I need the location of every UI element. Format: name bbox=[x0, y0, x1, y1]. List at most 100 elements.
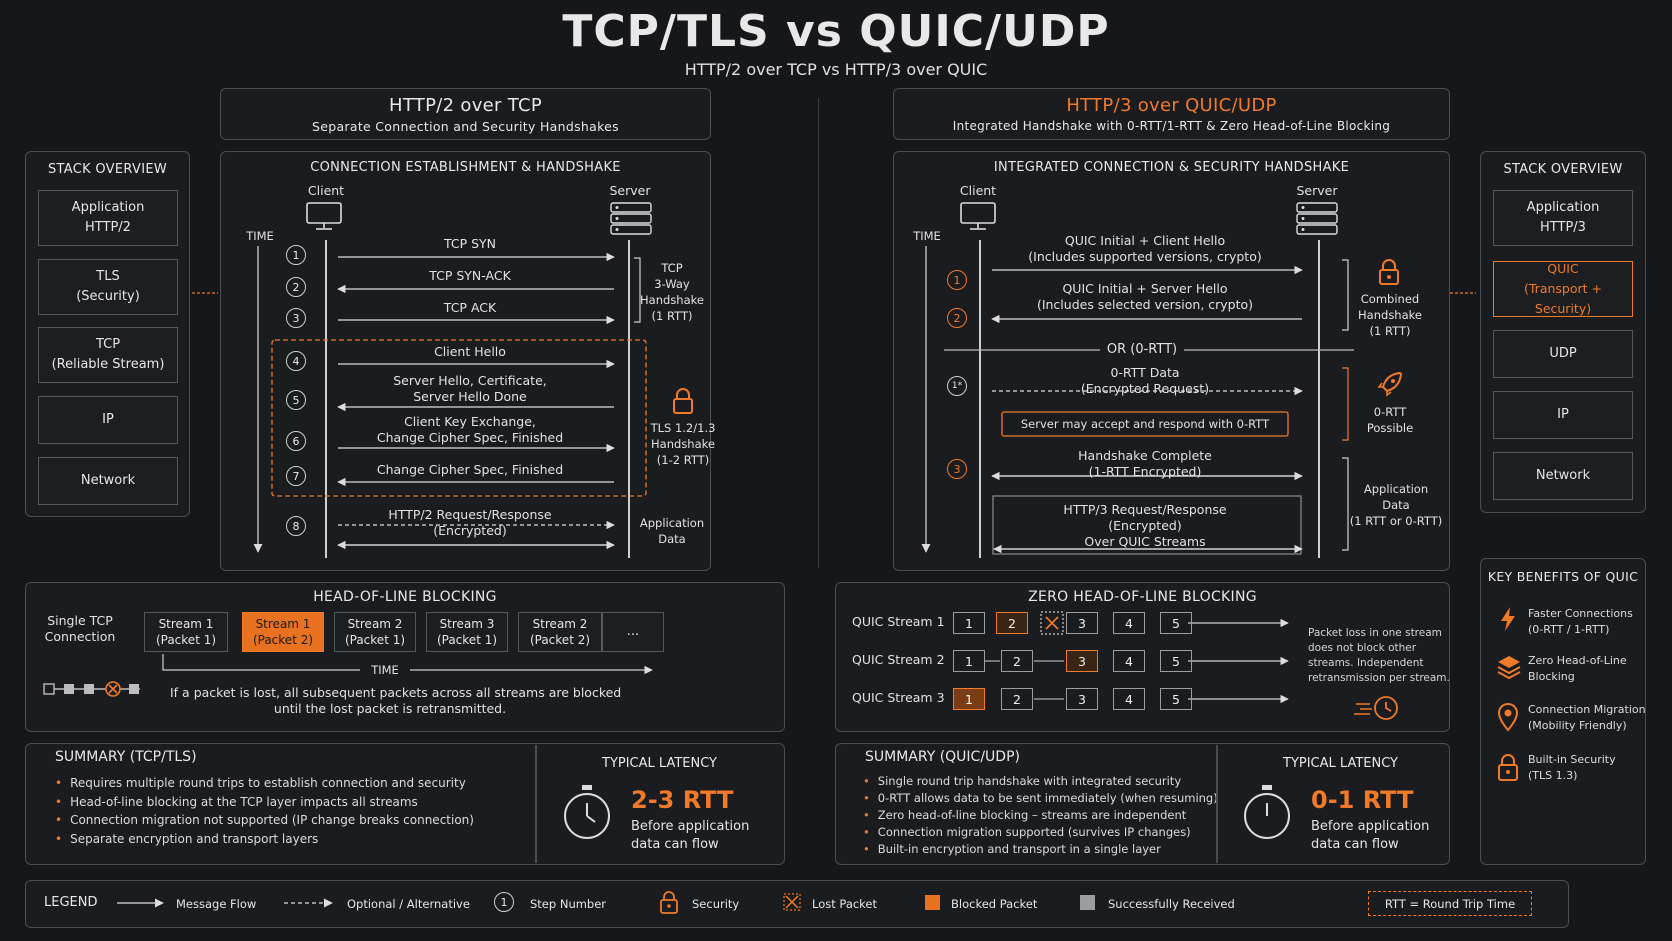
right-handshake-panel: INTEGRATED CONNECTION & SECURITY HANDSHA… bbox=[893, 151, 1450, 571]
right-header-title: HTTP/3 over QUIC/UDP bbox=[1066, 95, 1277, 116]
left-tls-lock-icon bbox=[672, 388, 693, 414]
lightning-icon bbox=[1498, 606, 1518, 632]
right-rocket-icon bbox=[1376, 370, 1403, 397]
right-server-label: Server bbox=[1296, 183, 1338, 198]
s3-packet-4: 4 bbox=[1113, 688, 1145, 710]
left-header: HTTP/2 over TCP Separate Connection and … bbox=[220, 88, 711, 140]
left-summary-title: SUMMARY (TCP/TLS) bbox=[55, 749, 197, 765]
right-zhol-panel: ZERO HEAD-OF-LINE BLOCKING bbox=[835, 582, 1450, 732]
right-summary-title: SUMMARY (QUIC/UDP) bbox=[865, 749, 1020, 765]
right-step-2: 2 bbox=[947, 308, 967, 328]
right-or-label: OR (0-RTT) bbox=[1106, 342, 1178, 357]
left-latency-value: 2-3 RTT bbox=[631, 786, 734, 814]
right-app-note: Application Data (1 RTT or 0-RTT) bbox=[1349, 482, 1443, 528]
right-msg-3: 0-RTT Data (Encrypted Request) bbox=[1080, 365, 1210, 396]
benefits-title: KEY BENEFITS OF QUIC bbox=[1487, 569, 1639, 584]
left-step-4: 4 bbox=[286, 351, 306, 371]
right-msg-4: Handshake Complete (1-RTT Encrypted) bbox=[1078, 448, 1212, 479]
left-server-icon bbox=[610, 202, 652, 236]
left-msg-5: Server Hello, Certificate, Server Hello D… bbox=[393, 373, 547, 404]
page-subtitle: HTTP/2 over TCP vs HTTP/3 over QUIC bbox=[684, 60, 988, 79]
left-server-label: Server bbox=[609, 183, 651, 198]
page-title: TCP/TLS vs QUIC/UDP bbox=[562, 6, 1110, 57]
benefit-4: Built-in Security (TLS 1.3) bbox=[1528, 753, 1616, 782]
right-client-icon bbox=[960, 202, 996, 230]
right-request: HTTP/3 Request/Response (Encrypted) Over Q… bbox=[1063, 502, 1227, 549]
left-msg-8: HTTP/2 Request/Response (Encrypted) bbox=[388, 507, 552, 538]
legend-received: Successfully Received bbox=[1108, 897, 1235, 911]
left-header-subtitle: Separate Connection and Security Handsha… bbox=[312, 119, 619, 134]
left-step-1: 1 bbox=[286, 245, 306, 265]
hol-cell-5: Stream 2 (Packet 2) bbox=[518, 612, 602, 652]
left-tls-note: TLS 1.2/1.3 Handshake (1-2 RTT) bbox=[650, 421, 716, 467]
left-stopwatch-icon bbox=[560, 783, 612, 841]
s1-packet-3: 3 bbox=[1066, 612, 1098, 634]
legend-optional: Optional / Alternative bbox=[347, 897, 470, 911]
left-stack-tcp: TCP (Reliable Stream) bbox=[38, 327, 178, 383]
left-stack-title: STACK OVERVIEW bbox=[47, 162, 167, 177]
right-stack-ip: IP bbox=[1493, 391, 1633, 439]
left-step-8: 8 bbox=[286, 516, 306, 536]
hol-cell-3: Stream 2 (Packet 1) bbox=[334, 612, 416, 652]
left-header-title: HTTP/2 over TCP bbox=[388, 95, 543, 116]
left-client-lifeline bbox=[325, 240, 327, 558]
right-combined-lock-icon bbox=[1378, 259, 1399, 285]
hol-note: If a packet is lost, all subsequent pack… bbox=[170, 685, 622, 716]
s1-packet-1: 1 bbox=[953, 612, 985, 634]
right-zhol-title: ZERO HEAD-OF-LINE BLOCKING bbox=[1028, 589, 1257, 605]
left-step-3: 3 bbox=[286, 308, 306, 328]
fast-clock-icon bbox=[1352, 694, 1400, 722]
left-msg-4: Client Hello bbox=[434, 344, 506, 359]
s2-packet-1: 1 bbox=[953, 650, 985, 672]
left-hol-panel: HEAD-OF-LINE BLOCKING bbox=[25, 582, 785, 732]
right-stack-application: Application HTTP/3 bbox=[1493, 190, 1633, 246]
right-header-subtitle: Integrated Handshake with 0-RTT/1-RTT & … bbox=[952, 119, 1391, 133]
left-stack-application: Application HTTP/2 bbox=[38, 190, 178, 246]
legend-blocked-packet: Blocked Packet bbox=[951, 897, 1038, 911]
right-latency-note: Before application data can flow bbox=[1311, 819, 1430, 852]
benefit-2: Zero Head-of-Line Blocking bbox=[1528, 654, 1627, 683]
s3-packet-1: 1 bbox=[953, 688, 985, 710]
left-latency-title: TYPICAL LATENCY bbox=[602, 756, 717, 771]
left-hol-title: HEAD-OF-LINE BLOCKING bbox=[313, 589, 497, 605]
left-msg-2: TCP SYN-ACK bbox=[429, 268, 511, 283]
right-combined-note: Combined Handshake (1 RTT) bbox=[1358, 292, 1422, 338]
left-hol-label: Single TCP Connection bbox=[44, 613, 116, 644]
left-time-label: TIME bbox=[246, 229, 274, 243]
s1-packet-2: 2 bbox=[996, 612, 1028, 634]
right-server-icon bbox=[1296, 202, 1338, 236]
left-summary-divider bbox=[535, 745, 537, 863]
right-handshake-title: INTEGRATED CONNECTION & SECURITY HANDSHA… bbox=[993, 160, 1350, 175]
hol-cell-1: Stream 1 (Packet 1) bbox=[144, 612, 228, 652]
s1-packet-5: 5 bbox=[1160, 612, 1192, 634]
right-stack-title: STACK OVERVIEW bbox=[1503, 162, 1623, 177]
legend-panel bbox=[25, 880, 1569, 928]
left-step-2: 2 bbox=[286, 277, 306, 297]
right-stopwatch-icon bbox=[1240, 783, 1292, 841]
left-msg-7: Change Cipher Spec, Finished bbox=[376, 462, 564, 477]
legend-lost-packet: Lost Packet bbox=[812, 897, 878, 911]
right-step-3: 3 bbox=[947, 459, 967, 479]
legend-message-flow: Message Flow bbox=[176, 897, 257, 911]
right-msg-2: QUIC Initial + Server Hello (Includes sel… bbox=[1036, 281, 1254, 312]
legend-step-circle: 1 bbox=[494, 892, 514, 912]
right-stack-quic: QUIC (Transport + Security) bbox=[1493, 261, 1633, 317]
s2-packet-3: 3 bbox=[1066, 650, 1098, 672]
left-step-6: 6 bbox=[286, 431, 306, 451]
hol-cell-4: Stream 3 (Packet 1) bbox=[426, 612, 508, 652]
left-stack-ip: IP bbox=[38, 396, 178, 444]
left-summary-list: Requires multiple round trips to establi… bbox=[55, 774, 474, 848]
right-step-1: 1 bbox=[947, 270, 967, 290]
right-msg-1: QUIC Initial + Client Hello (Includes sup… bbox=[1028, 233, 1262, 264]
zhol-note: Packet loss in one stream does not block … bbox=[1308, 627, 1450, 684]
right-client-label: Client bbox=[959, 183, 997, 198]
benefit-3: Connection Migration (Mobility Friendly) bbox=[1528, 703, 1646, 732]
left-app-note: Application Data bbox=[639, 516, 705, 546]
lock-icon bbox=[1497, 754, 1519, 782]
s2-packet-5: 5 bbox=[1160, 650, 1192, 672]
right-time-label: TIME bbox=[913, 229, 941, 243]
left-step-5: 5 bbox=[286, 390, 306, 410]
hol-cell-2-blocked: Stream 1 (Packet 2) bbox=[242, 612, 324, 652]
